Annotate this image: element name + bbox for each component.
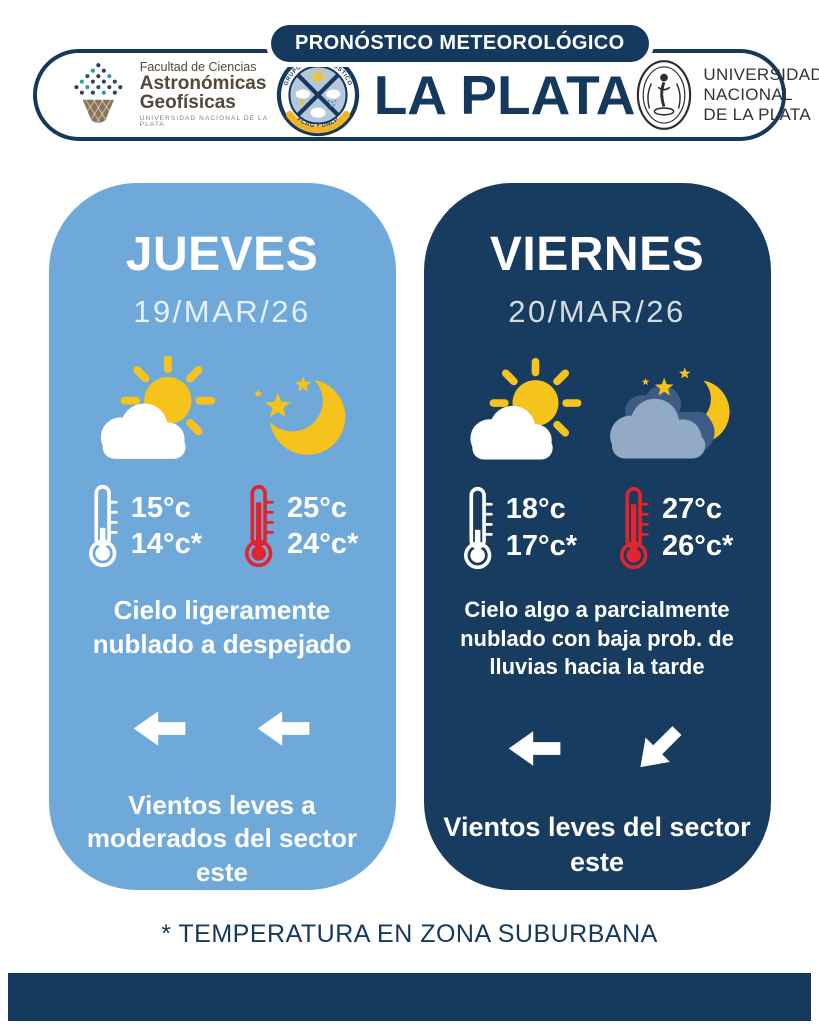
sun-behind-cloud-icon: [100, 356, 216, 459]
day-name: VIERNES: [489, 228, 705, 281]
forecast-group-badge-icon: GRUPO DE PRONÓSTICO FCAG • UNLP: [276, 53, 359, 137]
forecast-cards: JUEVES 19/MAR/26: [0, 183, 819, 890]
sun-behind-cloud-icon: [470, 358, 582, 460]
temp-min-suburban-value: 14°c*: [130, 528, 202, 561]
faculty-name-line2: Astronómicas: [139, 72, 267, 94]
min-temperature: 18°c 17°c*: [461, 486, 577, 570]
thermometer-min-icon: [88, 484, 118, 568]
max-temperature: 25°c 24°c*: [242, 484, 358, 568]
banner-label: PRONÓSTICO METEOROLÓGICO: [295, 32, 625, 54]
forecast-card-thursday: JUEVES 19/MAR/26: [48, 183, 396, 890]
wind-description: Vientos leves del sector este: [443, 811, 751, 877]
cloud: [470, 405, 553, 460]
temp-min-value: 18°c: [505, 493, 566, 526]
forecast-date: 19/MAR/26: [133, 294, 311, 329]
thermometer-max-icon: [244, 484, 274, 568]
wind-arrow-west-icon: [257, 710, 310, 746]
university-name-line1: UNIVERSIDAD: [703, 64, 819, 84]
cloud-front: [610, 398, 706, 459]
day-name: JUEVES: [125, 228, 319, 281]
suburban-temperature-note: * TEMPERATURA EN ZONA SUBURBANA: [161, 920, 658, 948]
faculty-name-line1: Facultad de Ciencias: [139, 60, 257, 75]
footer-bar: [8, 973, 811, 1021]
forecast-date: 20/MAR/26: [508, 294, 686, 329]
crescent-moon-stars-icon: [253, 370, 346, 455]
star-small: [641, 378, 650, 386]
badge-rain-cloud-icon: [325, 89, 340, 107]
sky-condition: Cielo ligeramente nublado a despejado: [92, 595, 352, 659]
badge-storm-cloud-icon: [295, 89, 310, 109]
thermometer-max-icon: [619, 486, 649, 570]
faculty-tree-icon: [74, 63, 123, 123]
wind-direction: [131, 698, 313, 759]
max-temperature: 27°c 26°c*: [617, 486, 733, 570]
star-small: [253, 389, 263, 398]
temp-max-value: 27°c: [662, 493, 722, 526]
wind-arrow-west-icon: [508, 731, 561, 766]
thermometer-min-icon: [463, 486, 493, 570]
sky-condition: Cielo algo a parcialmente nublado con ba…: [460, 597, 734, 680]
wind-description: Vientos leves a moderados del sector est…: [86, 789, 358, 888]
university-name-line3: DE LA PLATA: [703, 105, 811, 125]
temp-max-value: 25°c: [287, 491, 347, 524]
city-title: LA PLATA: [373, 64, 636, 126]
faculty-logo: Facultad de Ciencias Astronómicas Geofís…: [67, 55, 276, 135]
wind-arrow-southwest-icon: [628, 718, 690, 780]
badge-sun-icon: [307, 67, 329, 82]
faculty-name-line3: Geofísicas: [139, 92, 236, 114]
header-capsule: Facultad de Ciencias Astronómicas Geofís…: [33, 49, 819, 141]
temp-max-suburban-value: 24°c*: [287, 528, 359, 561]
university-logo: UNIVERSIDAD NACIONAL DE LA PLATA: [635, 58, 819, 132]
moon-stars-behind-clouds-icon: [610, 367, 730, 459]
university-seal-icon: [637, 60, 692, 130]
cloud: [100, 403, 186, 459]
forecast-card-friday: VIERNES 20/MAR/26: [423, 183, 771, 890]
wind-arrow-west-icon: [133, 710, 186, 746]
temp-max-suburban-value: 26°c*: [662, 530, 734, 562]
badge-cloud-icon: [310, 107, 326, 118]
min-temperature: 15°c 14°c*: [86, 484, 202, 568]
forecast-banner: PRONÓSTICO METEOROLÓGICO: [271, 25, 649, 62]
wind-direction: [506, 718, 690, 780]
university-name-line2: NACIONAL: [703, 84, 793, 104]
faculty-name-line4: UNIVERSIDAD NACIONAL DE LA PLATA: [139, 114, 268, 129]
temp-min-value: 15°c: [130, 491, 191, 524]
forecast-group-logo: GRUPO DE PRONÓSTICO FCAG • UNLP LA PLATA: [276, 53, 636, 137]
temp-min-suburban-value: 17°c*: [505, 530, 577, 562]
